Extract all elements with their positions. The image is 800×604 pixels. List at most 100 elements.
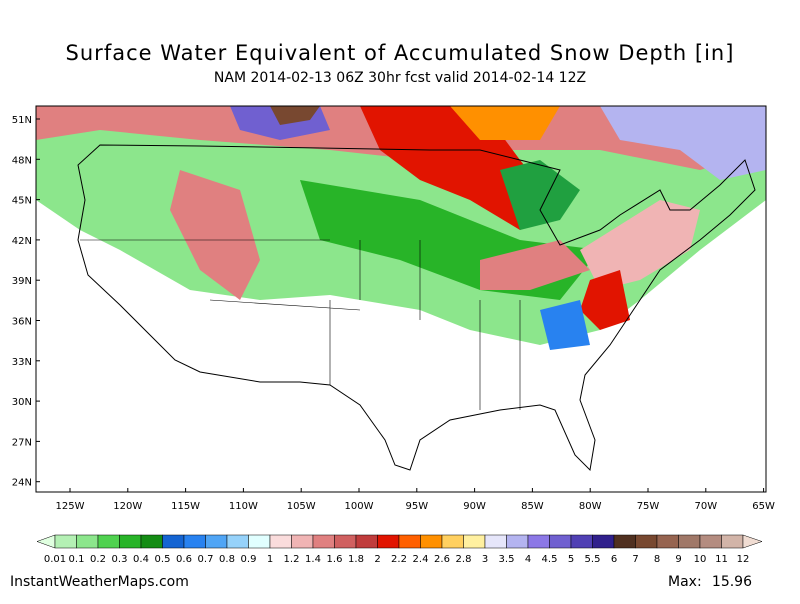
map-area <box>35 105 767 493</box>
colorbar-label: 4.5 <box>542 554 558 565</box>
lat-label: 30N <box>12 397 32 408</box>
colorbar-box <box>162 534 185 549</box>
us-outline <box>77 144 756 472</box>
colorbar-label: 5 <box>568 554 574 565</box>
lon-label: 90W <box>463 501 486 512</box>
lat-label: 36N <box>12 317 32 328</box>
footer-site: InstantWeatherMaps.com <box>10 574 189 590</box>
lon-label: 85W <box>521 501 544 512</box>
colorbar-box <box>334 534 357 549</box>
colorbar-label: 1.2 <box>284 554 300 565</box>
lon-label: 70W <box>694 501 717 512</box>
lon-label: 125W <box>56 501 85 512</box>
colorbar-high-end <box>742 534 763 549</box>
colorbar-box <box>635 534 658 549</box>
colorbar-box <box>613 534 636 549</box>
colorbar-box <box>97 534 120 549</box>
colorbar-label: 0.8 <box>219 554 235 565</box>
colorbar-label: 0.7 <box>198 554 214 565</box>
colorbar-label: 2.6 <box>434 554 450 565</box>
colorbar-box <box>355 534 378 549</box>
lon-label: 65W <box>752 501 775 512</box>
colorbar-box <box>140 534 163 549</box>
colorbar-box <box>721 534 744 549</box>
lat-label: 45N <box>12 196 32 207</box>
lon-label: 100W <box>345 501 374 512</box>
lat-label: 33N <box>12 357 32 368</box>
colorbar-label: 1.6 <box>327 554 343 565</box>
colorbar-label: 1.4 <box>305 554 321 565</box>
colorbar-label: 7 <box>632 554 638 565</box>
colorbar-label: 0.01 <box>44 554 66 565</box>
colorbar-label: 1.8 <box>348 554 364 565</box>
lon-label: 75W <box>637 501 660 512</box>
colorbar-box <box>420 534 443 549</box>
colorbar-box <box>312 534 335 549</box>
colorbar-label: 2.8 <box>456 554 472 565</box>
colorbar-box <box>570 534 593 549</box>
title: Surface Water Equivalent of Accumulated … <box>66 41 735 65</box>
footer-max-label: Max: <box>668 574 702 590</box>
lon-label: 115W <box>171 501 200 512</box>
lat-label: 27N <box>12 437 32 448</box>
colorbar-box <box>398 534 421 549</box>
colorbar-label: 3.5 <box>499 554 515 565</box>
colorbar-box <box>484 534 507 549</box>
lat-label: 24N <box>12 478 32 489</box>
colorbar-label: 2.2 <box>391 554 407 565</box>
colorbar-label: 6 <box>611 554 617 565</box>
footer-max-value: 15.96 <box>712 574 752 590</box>
colorbar-label: 0.3 <box>112 554 128 565</box>
colorbar-label: 3 <box>482 554 488 565</box>
lat-label: 48N <box>12 155 32 166</box>
colorbar-label: 1 <box>267 554 273 565</box>
lon-label: 105W <box>287 501 316 512</box>
lat-label: 39N <box>12 276 32 287</box>
colorbar-box <box>76 534 99 549</box>
colorbar-label: 8 <box>654 554 660 565</box>
colorbar-box <box>205 534 228 549</box>
map-frame <box>35 105 767 493</box>
colorbar-label: 12 <box>737 554 750 565</box>
colorbar-label: 0.4 <box>133 554 149 565</box>
colorbar-label: 9 <box>675 554 681 565</box>
colorbar-box <box>291 534 314 549</box>
lon-label: 95W <box>405 501 428 512</box>
colorbar-box <box>527 534 550 549</box>
colorbar-box <box>226 534 249 549</box>
subtitle: NAM 2014-02-13 06Z 30hr fcst valid 2014-… <box>214 70 586 86</box>
colorbar-box <box>549 534 572 549</box>
colorbar-label: 11 <box>715 554 728 565</box>
colorbar-box <box>506 534 529 549</box>
lat-label: 42N <box>12 236 32 247</box>
colorbar-box <box>592 534 615 549</box>
axes: 51N 48N 45N 42N 39N 36N 33N 30N 27N 24N 125W 120W 11… <box>12 115 775 512</box>
colorbar-box <box>441 534 464 549</box>
colorbar-box <box>377 534 400 549</box>
colorbar-label: 2 <box>374 554 380 565</box>
lat-label: 51N <box>12 115 32 126</box>
colorbar-label: 2.4 <box>413 554 429 565</box>
colorbar-label: 5.5 <box>585 554 601 565</box>
colorbar-label: 0.6 <box>176 554 192 565</box>
lon-label: 80W <box>579 501 602 512</box>
colorbar-label: 4 <box>525 554 531 565</box>
colorbar-label: 0.9 <box>241 554 257 565</box>
colorbar-box <box>269 534 292 549</box>
colorbar-box <box>54 534 77 549</box>
snow-field <box>36 106 766 350</box>
colorbar-box <box>678 534 701 549</box>
lon-label: 120W <box>113 501 142 512</box>
colorbar-label: 0.1 <box>69 554 85 565</box>
colorbar-box <box>463 534 486 549</box>
colorbar-label: 0.5 <box>155 554 171 565</box>
colorbar-box <box>248 534 271 549</box>
colorbar-box <box>119 534 142 549</box>
state-borders <box>80 239 521 410</box>
colorbar: 0.01 0.1 0.2 0.3 0.4 0.5 0.6 0.7 0.8 0.9 1 1.2 1.4 1.… <box>36 534 763 565</box>
colorbar-box <box>183 534 206 549</box>
colorbar-low-end <box>36 534 56 549</box>
colorbar-box <box>656 534 679 549</box>
lon-label: 110W <box>229 501 258 512</box>
